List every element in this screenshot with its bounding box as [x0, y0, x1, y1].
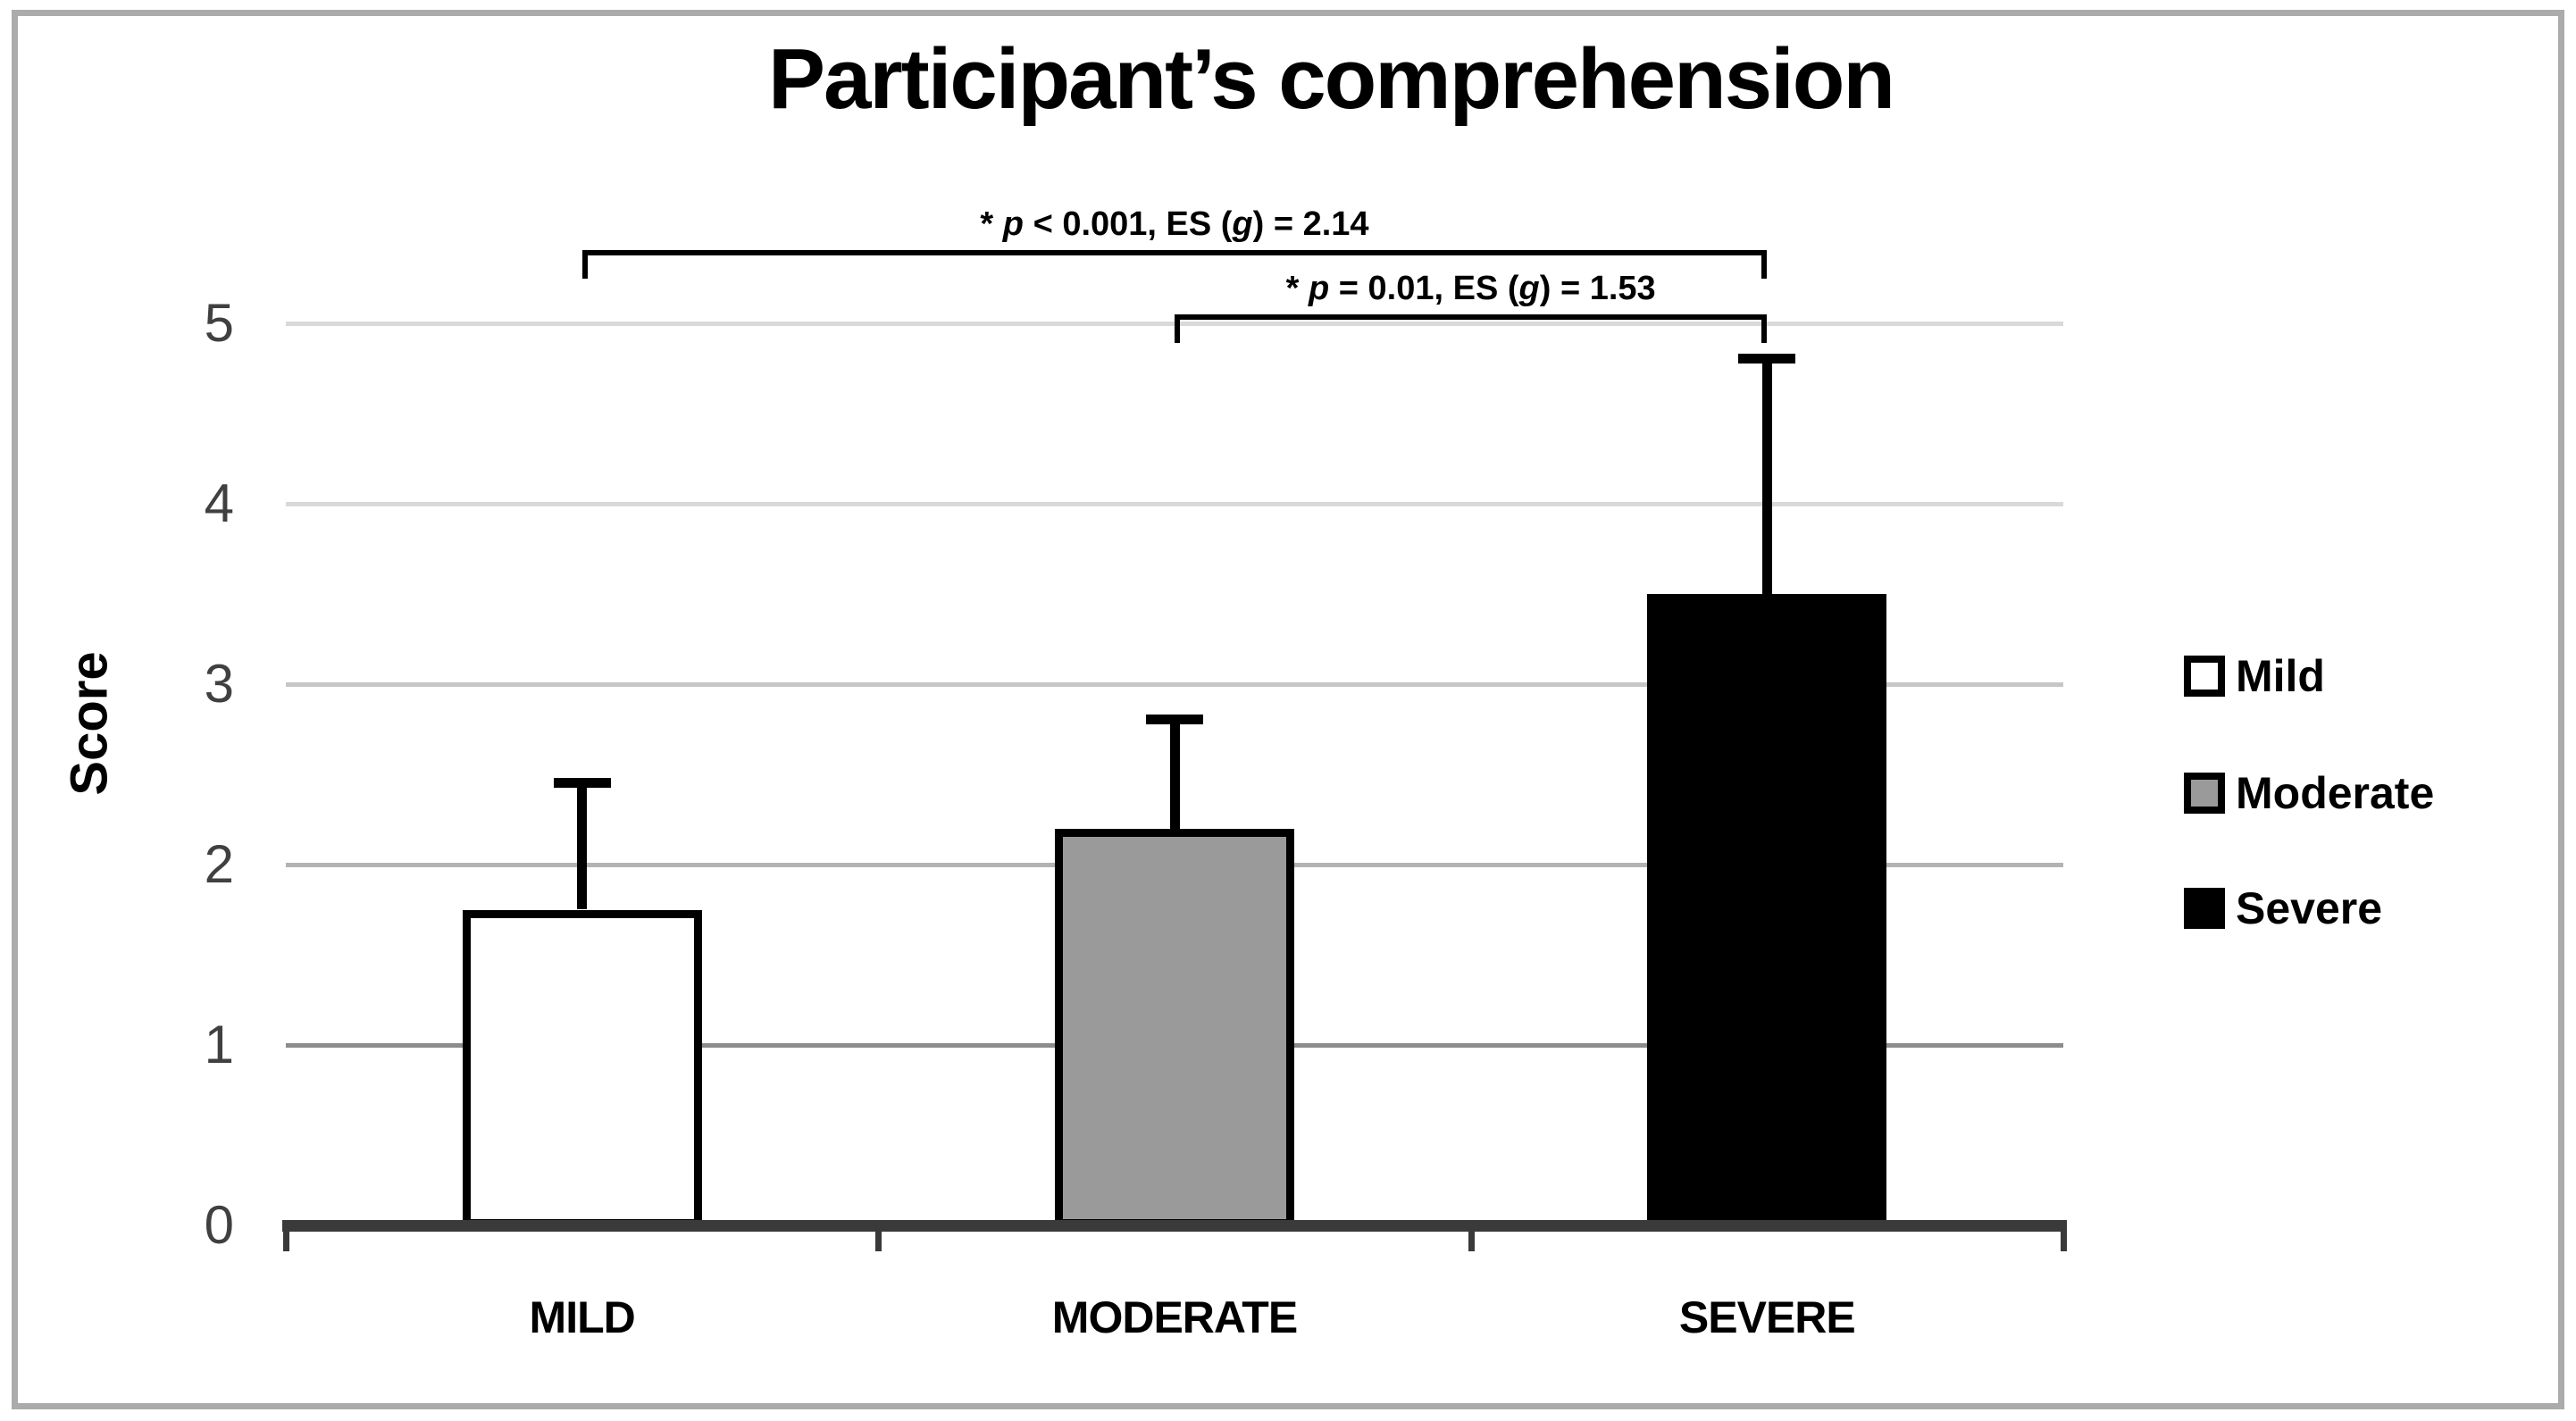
bar-mild — [462, 909, 702, 1227]
gridline-3 — [286, 682, 2063, 687]
error-bar-severe — [1761, 359, 1772, 594]
gridline-4 — [286, 502, 2063, 506]
legend-swatch-mild — [2184, 656, 2225, 697]
bar-severe — [1647, 594, 1887, 1227]
chart-title: Participant’s comprehension — [767, 31, 1895, 127]
x-label-moderate: MODERATE — [1051, 1292, 1298, 1342]
bar-moderate — [1055, 828, 1294, 1227]
chart-frame — [12, 10, 2564, 1409]
x-axis-tick-2 — [1468, 1232, 1475, 1251]
y-tick-label-5: 5 — [204, 293, 234, 353]
y-tick-label-2: 2 — [204, 834, 234, 894]
significance-bracket-1 — [581, 250, 1768, 279]
legend-item-severe: Severe — [2184, 883, 2382, 933]
error-bar-cap-mild — [553, 778, 611, 789]
significance-bracket-2 — [1175, 314, 1768, 343]
legend-swatch-severe — [2184, 888, 2225, 929]
legend-item-mild: Mild — [2184, 651, 2325, 701]
y-tick-label-3: 3 — [204, 654, 234, 714]
legend-label-mild: Mild — [2236, 651, 2325, 701]
legend-item-moderate: Moderate — [2184, 768, 2434, 818]
legend-label-moderate: Moderate — [2236, 768, 2435, 818]
x-axis-tick-1 — [875, 1232, 882, 1251]
legend-label-severe: Severe — [2236, 883, 2383, 933]
significance-label-2: * p = 0.01, ES (g) = 1.53 — [1285, 270, 1656, 307]
x-label-mild: MILD — [529, 1292, 636, 1342]
error-bar-cap-moderate — [1146, 715, 1203, 725]
error-bar-mild — [577, 783, 588, 910]
y-tick-label-1: 1 — [204, 1015, 234, 1074]
x-axis-tick-3 — [2061, 1232, 2067, 1251]
y-tick-label-0: 0 — [204, 1195, 234, 1255]
significance-label-1: * p < 0.001, ES (g) = 2.14 — [980, 205, 1369, 243]
x-label-severe: SEVERE — [1678, 1292, 1856, 1342]
x-axis-line — [282, 1220, 2067, 1232]
x-axis-tick-0 — [283, 1232, 289, 1251]
error-bar-cap-severe — [1738, 354, 1796, 364]
error-bar-moderate — [1169, 720, 1180, 829]
y-tick-label-4: 4 — [204, 473, 234, 533]
legend-swatch-moderate — [2184, 773, 2225, 814]
